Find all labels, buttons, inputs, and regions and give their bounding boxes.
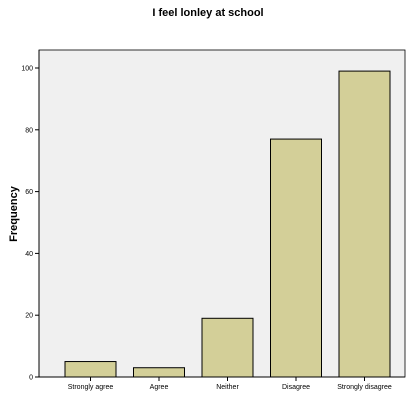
bar-strongly-agree: [65, 362, 116, 377]
y-tick-label: 60: [25, 189, 33, 196]
x-tick-label: Disagree: [282, 384, 310, 391]
x-tick-label: Neither: [216, 384, 239, 391]
y-tick-label: 80: [25, 127, 33, 134]
y-tick-label: 100: [21, 66, 33, 73]
bar-neither: [202, 318, 253, 377]
x-tick-label: Strongly agree: [68, 384, 114, 391]
x-tick-label: Strongly disagree: [337, 384, 392, 391]
y-tick-label: 0: [29, 375, 33, 382]
bar-strongly-disagree: [339, 71, 390, 377]
bar-disagree: [271, 139, 322, 377]
y-tick-label: 20: [25, 313, 33, 320]
x-tick-label: Agree: [150, 384, 169, 391]
chart-title: I feel lonley at school: [152, 7, 263, 19]
y-axis-label: Frequency: [8, 185, 20, 242]
y-tick-label: 40: [25, 251, 33, 258]
bar-agree: [134, 368, 185, 377]
